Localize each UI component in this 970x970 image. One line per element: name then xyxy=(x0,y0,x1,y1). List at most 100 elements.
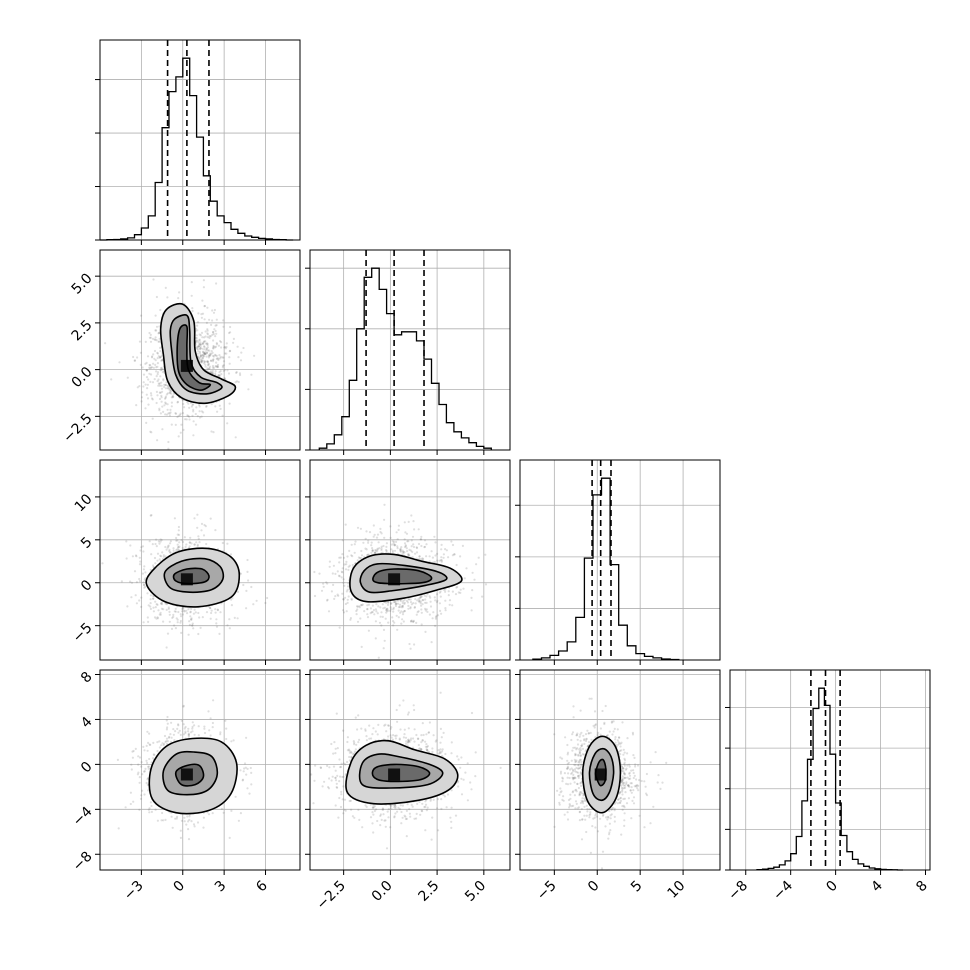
scatter-point xyxy=(400,622,403,625)
scatter-point xyxy=(444,590,447,593)
scatter-point xyxy=(168,610,171,614)
scatter-point xyxy=(206,342,209,345)
scatter-point xyxy=(194,412,197,416)
scatter-point xyxy=(385,607,388,611)
scatter-point xyxy=(199,347,202,350)
scatter-point xyxy=(229,331,232,334)
density-level-3 xyxy=(177,324,211,391)
scatter-point xyxy=(191,307,194,310)
scatter-point xyxy=(133,359,137,362)
scatter-point xyxy=(216,365,219,368)
scatter-point xyxy=(156,603,159,607)
scatter-point xyxy=(219,357,222,360)
scatter-point xyxy=(228,350,231,353)
scatter-point xyxy=(141,545,145,548)
scatter-point xyxy=(153,357,156,360)
scatter-point xyxy=(205,611,209,614)
scatter-point xyxy=(142,373,146,376)
scatter-point xyxy=(242,770,245,773)
scatter-point xyxy=(200,359,203,362)
scatter-point xyxy=(459,591,462,595)
scatter-point xyxy=(160,394,163,397)
scatter-point xyxy=(200,313,203,316)
scatter-point xyxy=(220,373,223,376)
scatter-point xyxy=(177,529,180,532)
scatter-point xyxy=(158,382,161,385)
scatter-point xyxy=(203,336,206,339)
scatter-point xyxy=(417,610,420,613)
scatter-point xyxy=(150,431,153,434)
histogram-line xyxy=(100,57,294,241)
scatter-point xyxy=(402,620,405,623)
scatter-point xyxy=(411,535,415,538)
scatter-point xyxy=(169,389,173,392)
scatter-point xyxy=(162,410,165,413)
scatter-point xyxy=(414,602,417,605)
scatter-point xyxy=(206,361,209,364)
scatter-point xyxy=(179,431,182,434)
scatter-point xyxy=(201,354,205,357)
scatter-point xyxy=(155,339,158,342)
scatter-point xyxy=(205,349,208,352)
scatter-point xyxy=(248,792,251,795)
scatter-point xyxy=(424,607,427,611)
scatter-point xyxy=(157,384,160,387)
scatter-point xyxy=(135,581,138,584)
scatter-point xyxy=(222,356,225,359)
scatter-point xyxy=(153,556,157,560)
scatter-point xyxy=(158,340,161,343)
scatter-point xyxy=(192,434,195,437)
scatter-point xyxy=(440,556,443,559)
scatter-point xyxy=(431,556,434,559)
scatter-point xyxy=(438,602,441,605)
scatter-point xyxy=(237,356,240,359)
scatter-point xyxy=(429,596,432,599)
scatter-point xyxy=(360,549,363,553)
scatter-point xyxy=(147,403,150,406)
scatter-point xyxy=(212,354,215,357)
scatter-point xyxy=(156,371,160,374)
scatter-point xyxy=(409,647,412,650)
scatter-point xyxy=(164,286,167,289)
scatter-point xyxy=(222,319,225,322)
scatter-point xyxy=(436,559,439,562)
scatter-point xyxy=(180,539,183,542)
scatter-point xyxy=(196,347,199,350)
scatter-point xyxy=(151,355,154,358)
scatter-point xyxy=(366,604,369,607)
scatter-point xyxy=(369,607,372,610)
scatter-point xyxy=(442,553,445,556)
scatter-point xyxy=(211,371,214,374)
scatter-point xyxy=(187,633,190,636)
scatter-point xyxy=(180,615,183,618)
scatter-point xyxy=(168,620,171,623)
scatter-point xyxy=(215,318,218,321)
scatter-point xyxy=(207,354,210,357)
scatter-point xyxy=(213,308,216,312)
scatter-point xyxy=(149,607,152,611)
scatter-point xyxy=(322,585,325,588)
scatter-point xyxy=(451,590,454,593)
scatter-point xyxy=(148,331,151,335)
scatter-point xyxy=(167,412,170,415)
scatter-point xyxy=(190,281,193,284)
scatter-point xyxy=(200,359,203,362)
scatter-point xyxy=(336,593,339,596)
scatter-point xyxy=(161,371,164,374)
scatter-point xyxy=(152,366,155,369)
scatter-point xyxy=(326,599,329,602)
scatter-point xyxy=(205,404,208,408)
scatter-point xyxy=(149,367,152,370)
scatter-point xyxy=(401,604,404,607)
scatter-point xyxy=(141,773,144,776)
scatter-point xyxy=(367,541,370,544)
scatter-point xyxy=(147,378,150,381)
scatter-point xyxy=(342,581,345,584)
scatter-point xyxy=(376,533,380,536)
scatter-point xyxy=(130,581,134,584)
scatter-point xyxy=(208,355,211,358)
scatter-point xyxy=(160,366,163,369)
scatter-point xyxy=(206,360,209,363)
scatter-point xyxy=(436,614,440,617)
